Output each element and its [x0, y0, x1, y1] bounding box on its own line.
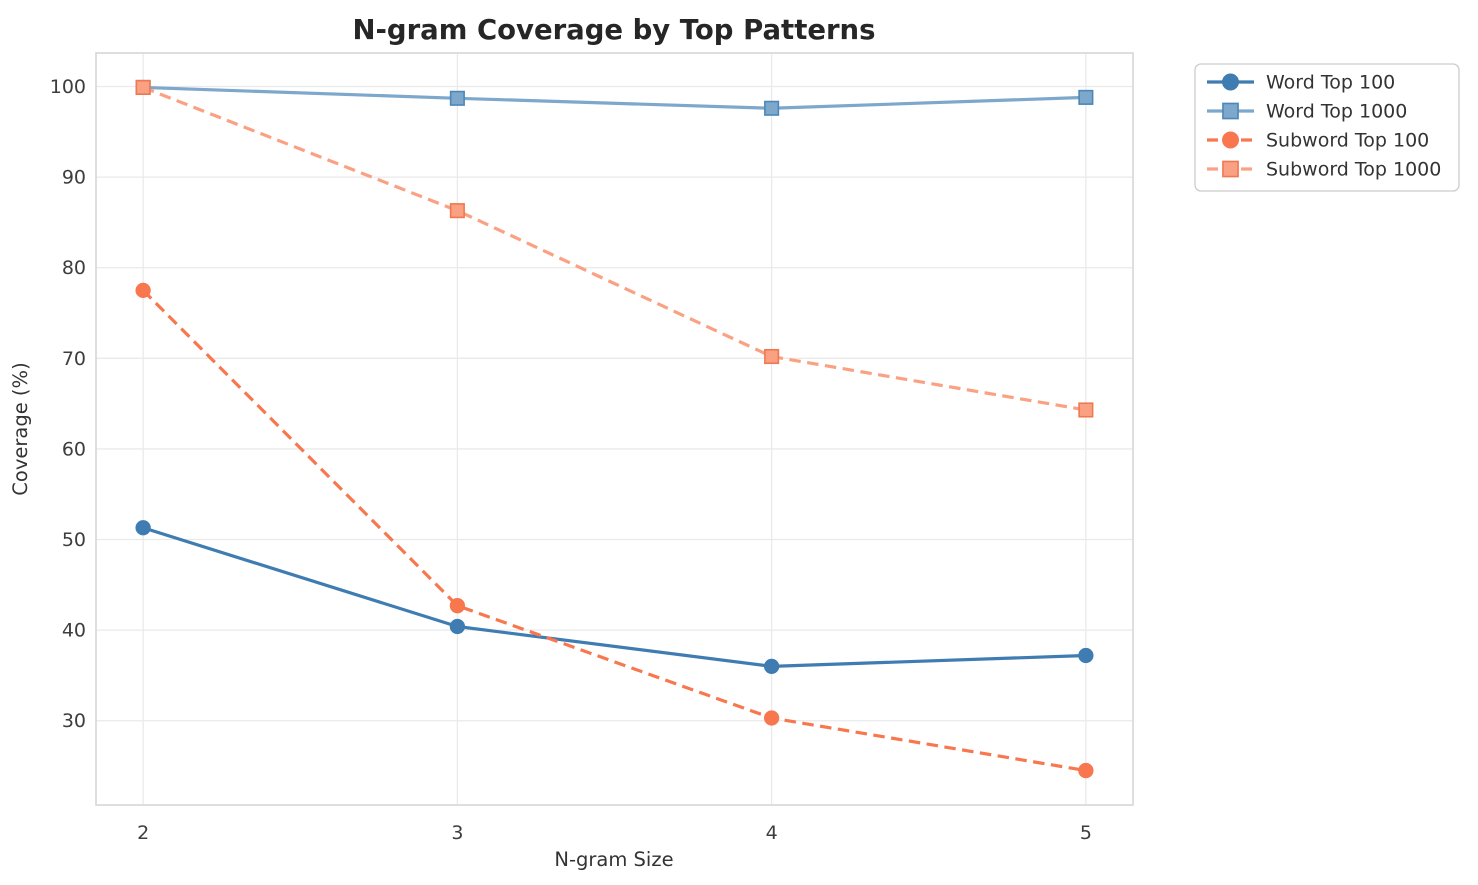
marker-word-top-100 — [1078, 647, 1094, 664]
marker-word-top-100 — [1222, 73, 1239, 91]
marker-subword-top-100 — [449, 598, 466, 614]
marker-subword-top-100 — [1078, 762, 1094, 779]
x-tick-label: 5 — [1080, 822, 1092, 844]
y-tick-label: 30 — [62, 710, 86, 732]
marker-subword-top-100 — [135, 282, 151, 299]
marker-subword-top-1000 — [1222, 160, 1239, 178]
x-axis-label: N-gram Size — [554, 848, 673, 871]
y-tick-label: 60 — [62, 438, 86, 460]
legend-item-word-top-100: Word Top 100 — [1207, 72, 1395, 94]
y-tick-label: 70 — [62, 348, 86, 370]
marker-subword-top-1000 — [764, 348, 780, 365]
x-tick-label: 4 — [766, 822, 778, 844]
legend-item-word-top-1000: Word Top 1000 — [1207, 101, 1407, 123]
grid-layer — [95, 52, 1134, 806]
marker-subword-top-1000 — [135, 79, 151, 95]
marker-word-top-1000 — [1222, 102, 1239, 120]
series-subword-top-1000 — [135, 79, 1094, 418]
marker-subword-top-100 — [1222, 131, 1239, 149]
marker-word-top-1000 — [1078, 89, 1094, 105]
series-layer — [135, 79, 1094, 779]
y-tick-label: 90 — [62, 167, 86, 189]
plot-border — [95, 52, 1134, 806]
y-tick-label: 40 — [62, 620, 86, 642]
series-line-subword-top-100 — [142, 289, 1087, 773]
series-word-top-1000 — [135, 79, 1094, 116]
marker-subword-top-1000 — [449, 203, 465, 219]
y-tick-label: 100 — [50, 76, 86, 98]
y-tick-label: 80 — [62, 257, 86, 279]
legend-box — [1194, 63, 1460, 192]
legend: Word Top 100 Word Top 1000 Subword Top 100… — [1194, 63, 1460, 192]
series-line-word-top-1000 — [143, 85, 1086, 110]
axis-layer: 30 40 50 60 70 80 90 100 2 3 4 5 — [50, 76, 1092, 844]
series-word-top-100 — [135, 520, 1094, 675]
x-tick-label: 3 — [451, 822, 463, 844]
x-tick-label: 2 — [137, 822, 149, 844]
marker-subword-top-100 — [763, 710, 780, 726]
legend-item-subword-top-100: Subword Top 100 — [1207, 130, 1429, 152]
legend-label: Subword Top 1000 — [1266, 159, 1441, 181]
legend-label: Subword Top 100 — [1266, 130, 1429, 152]
legend-label: Word Top 1000 — [1266, 101, 1407, 123]
marker-subword-top-1000 — [1078, 402, 1094, 418]
y-tick-label: 50 — [62, 529, 86, 551]
marker-word-top-1000 — [449, 90, 465, 106]
legend-item-subword-top-1000: Subword Top 1000 — [1207, 159, 1441, 181]
series-subword-top-100 — [135, 282, 1094, 779]
marker-word-top-1000 — [764, 100, 780, 116]
y-axis-label: Coverage (%) — [9, 362, 32, 495]
marker-word-top-100 — [763, 658, 780, 675]
series-line-subword-top-1000 — [142, 85, 1087, 412]
legend-label: Word Top 100 — [1266, 72, 1395, 94]
series-line-word-top-100 — [142, 526, 1086, 668]
marker-word-top-100 — [135, 520, 151, 536]
marker-word-top-100 — [449, 618, 466, 635]
chart-title: N-gram Coverage by Top Patterns — [352, 14, 875, 46]
